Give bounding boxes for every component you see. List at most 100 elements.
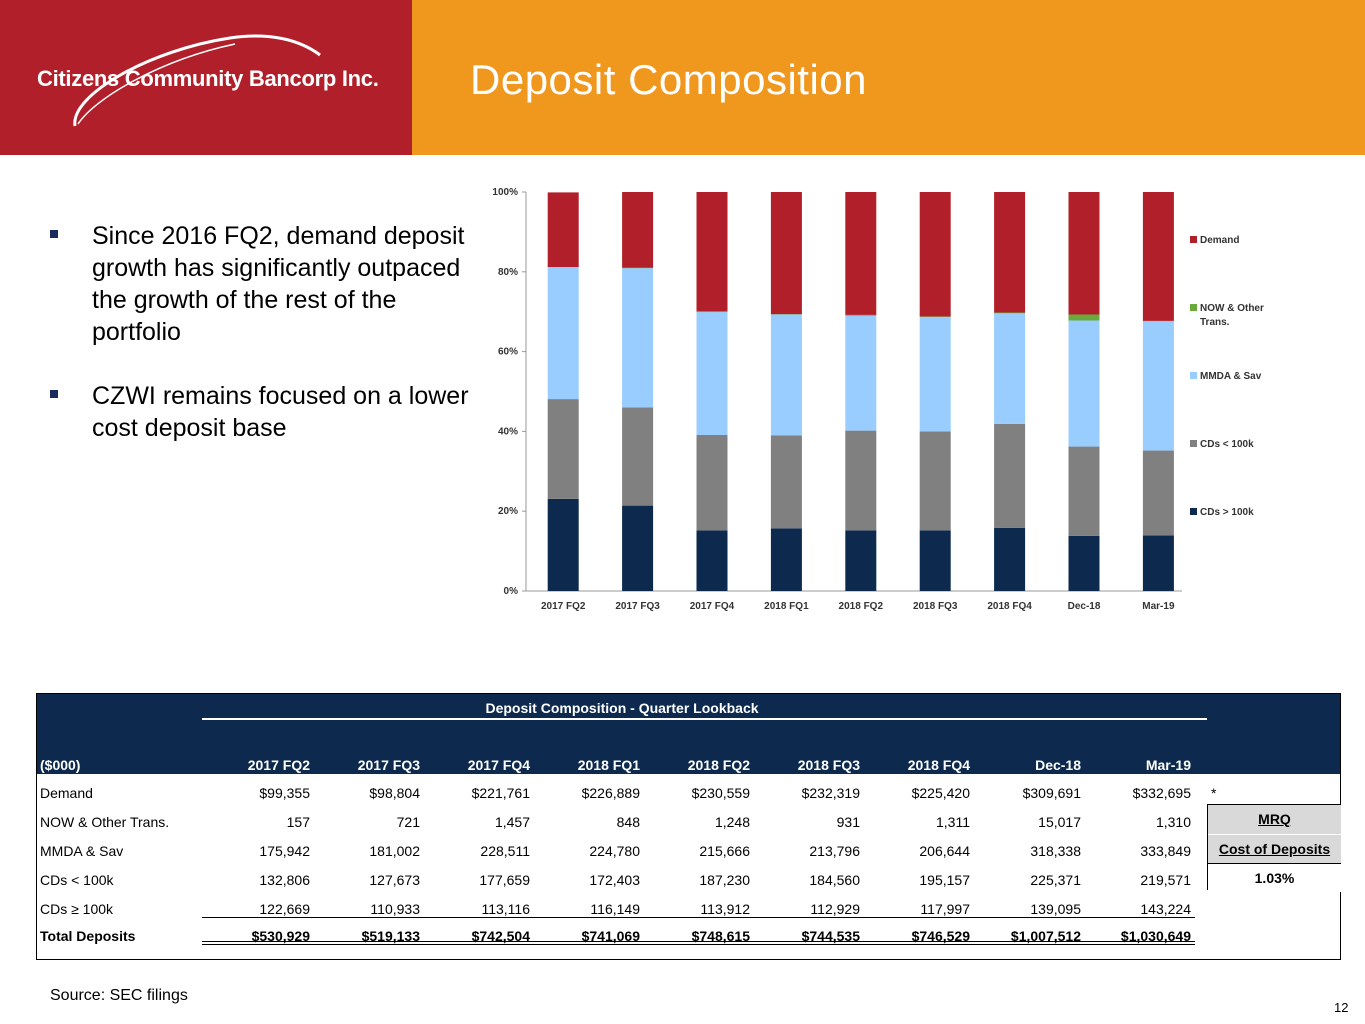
- row-label: MMDA & Sav: [40, 843, 124, 859]
- bar-segment: [919, 192, 951, 317]
- bar-segment: [845, 192, 877, 315]
- bullet-text: Since 2016 FQ2, demand deposit growth ha…: [92, 222, 465, 346]
- bar-segment: [1068, 535, 1100, 591]
- table-cell: 113,116: [481, 901, 530, 917]
- cost-of-deposits-label: Cost of Deposits: [1208, 834, 1341, 863]
- table-cell: $530,929: [251, 928, 310, 944]
- bar-segment: [994, 312, 1026, 314]
- table-cell: $1,030,649: [1120, 928, 1191, 944]
- bar-segment: [1142, 192, 1174, 321]
- square-bullet-icon: [50, 390, 58, 398]
- bar-segment: [845, 530, 877, 591]
- bar-segment: [547, 498, 579, 591]
- company-logo-text: Citizens Community Bancorp Inc.: [37, 66, 379, 91]
- bar-segment: [770, 314, 802, 436]
- table-cell: 117,997: [920, 901, 970, 917]
- table-cell: 143,224: [1140, 901, 1191, 917]
- table-cell: $1,007,512: [1010, 928, 1081, 944]
- legend-label: Demand: [1200, 235, 1239, 246]
- table-cell: 132,806: [259, 872, 310, 888]
- table-cell: 848: [616, 814, 640, 830]
- y-tick-label: 0%: [504, 586, 519, 597]
- table-cell: Mar-19: [1145, 757, 1191, 773]
- bar-segment: [1068, 314, 1100, 321]
- table-cell: 224,780: [589, 843, 640, 859]
- bar-segment: [547, 399, 579, 499]
- table-cell: 228,511: [480, 843, 530, 859]
- table-cell: 184,560: [809, 872, 860, 888]
- table-cell: $225,420: [911, 785, 970, 801]
- table-cell: 2017 FQ2: [247, 757, 310, 773]
- total-rule: [202, 917, 1195, 918]
- table-cell: 1,310: [1155, 814, 1191, 830]
- table-cell: 2018 FQ2: [687, 757, 750, 773]
- y-tick-label: 60%: [498, 347, 518, 358]
- x-tick-label: 2017 FQ3: [615, 601, 660, 612]
- table-row: CDs < 100k 132,806 127,673 177,659 172,403 18…: [37, 869, 1207, 891]
- square-bullet-icon: [50, 230, 58, 238]
- table-cell: 127,673: [369, 872, 420, 888]
- table-cell: 2018 FQ3: [797, 757, 860, 773]
- bar-segment: [1068, 320, 1100, 447]
- legend-swatch: [1190, 440, 1197, 447]
- bar-segment: [770, 435, 802, 529]
- legend-label: CDs < 100k: [1200, 439, 1254, 450]
- bar-segment: [994, 527, 1026, 591]
- table-row: NOW & Other Trans. 157 721 1,457 848 1,248 931…: [37, 811, 1207, 833]
- bar-segment: [622, 268, 654, 408]
- legend-swatch: [1190, 236, 1197, 243]
- table-cell: $332,695: [1132, 785, 1191, 801]
- table-row: MMDA & Sav 175,942 181,002 228,511 224,780 21…: [37, 840, 1207, 862]
- table-cell: 157: [286, 814, 310, 830]
- y-tick-label: 100%: [492, 187, 518, 198]
- table-cell: 195,157: [919, 872, 970, 888]
- table-cell: 15,017: [1038, 814, 1081, 830]
- bar-segment: [696, 530, 728, 591]
- table-cell: $309,691: [1022, 785, 1081, 801]
- legend-swatch: [1190, 508, 1197, 515]
- x-tick-label: Dec-18: [1068, 601, 1101, 612]
- table-header-row: ($000) 2017 FQ2 2017 FQ3 2017 FQ4 2018 FQ1 20…: [37, 754, 1207, 776]
- table-cell: 112,929: [810, 901, 860, 917]
- bar-segment: [1142, 535, 1174, 591]
- table-cell: 181,002: [369, 843, 420, 859]
- bar-segment: [919, 316, 951, 432]
- table-cell: $232,319: [801, 785, 860, 801]
- table-cell: 177,659: [479, 872, 530, 888]
- bar-segment: [770, 528, 802, 591]
- bar-segment: [622, 407, 654, 506]
- table-cell: $99,355: [259, 785, 310, 801]
- table-cell: 175,942: [259, 843, 310, 859]
- page-number: 12: [1334, 1000, 1349, 1015]
- table-cell: 225,371: [1030, 872, 1081, 888]
- x-tick-label: 2017 FQ2: [541, 601, 586, 612]
- deposit-composition-chart: 0% 20% 40% 60% 80% 100% 2017 FQ2 2017 FQ3 2017 F…: [492, 187, 1264, 612]
- header-brand-band: Citizens Community Bancorp Inc.: [0, 0, 412, 155]
- table-cell: $226,889: [581, 785, 640, 801]
- bar-segment: [696, 434, 728, 531]
- x-tick-label: Mar-19: [1142, 601, 1175, 612]
- y-tick-label: 80%: [498, 267, 518, 278]
- legend-swatch: [1190, 372, 1197, 379]
- total-double-rule: [202, 944, 1195, 945]
- bar-segment: [1142, 450, 1174, 536]
- table-cell: 122,669: [259, 901, 310, 917]
- table-header-band: [37, 694, 1340, 774]
- table-cell: 187,230: [699, 872, 750, 888]
- table-cell: $748,615: [691, 928, 750, 944]
- legend-swatch: [1190, 304, 1197, 311]
- y-tick-label: 40%: [498, 426, 518, 437]
- table-cell: 1,311: [936, 814, 970, 830]
- table-cell: $230,559: [691, 785, 750, 801]
- x-tick-label: 2018 FQ2: [839, 601, 884, 612]
- total-double-rule: [202, 941, 1195, 942]
- cost-of-deposits-value: 1.03%: [1208, 863, 1341, 892]
- bar-segment: [696, 192, 728, 312]
- header-title-band: [412, 0, 1365, 155]
- mrq-label: MRQ: [1208, 805, 1341, 834]
- bullet-list: Since 2016 FQ2, demand deposit growth ha…: [50, 220, 470, 476]
- table-cell: 116,149: [590, 901, 640, 917]
- bar-segment: [547, 192, 579, 268]
- bar-segment: [1142, 321, 1174, 451]
- table-cell: 721: [396, 814, 420, 830]
